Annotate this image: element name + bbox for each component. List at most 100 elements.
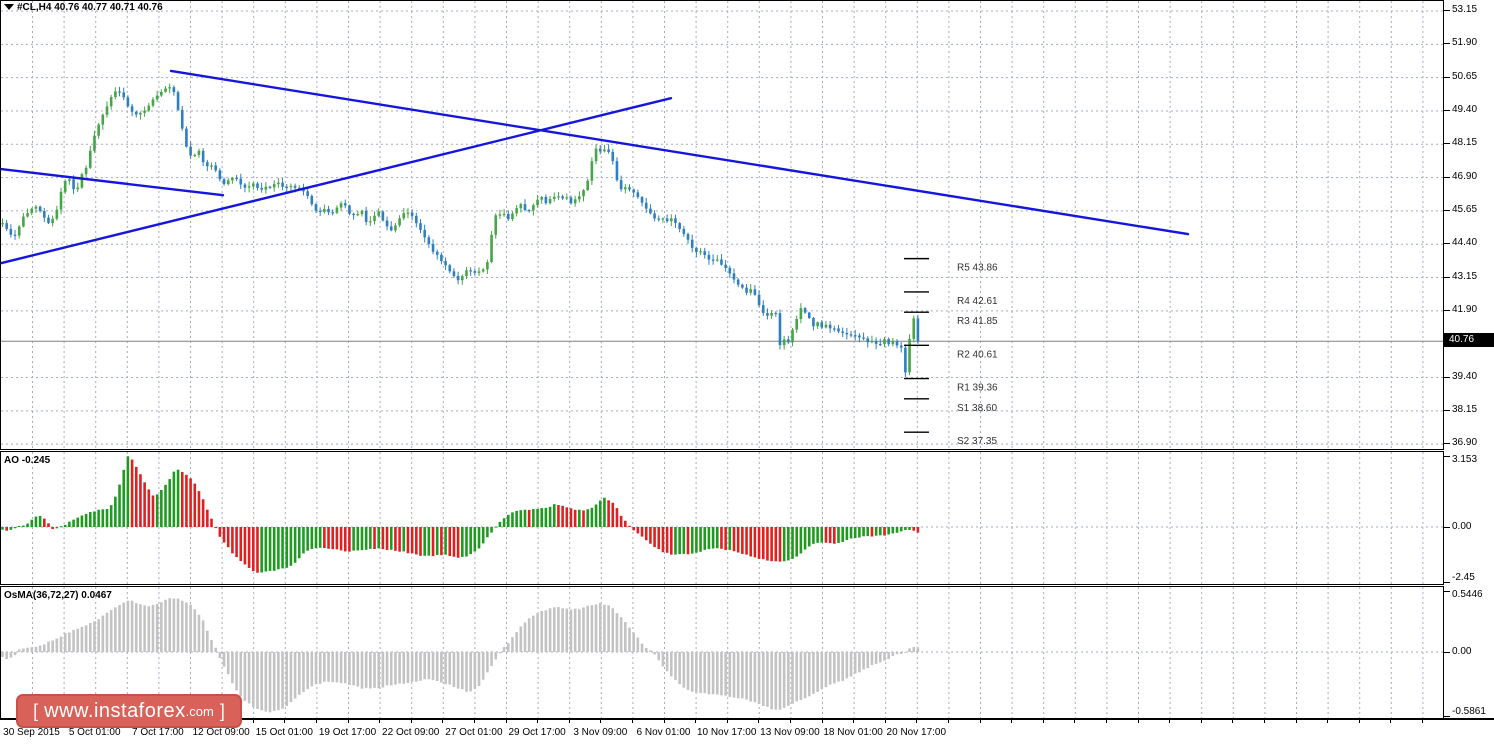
time-tick (979, 719, 981, 723)
price-tick (1444, 176, 1450, 178)
watermark-close-bracket: ] (219, 700, 225, 721)
time-tick (789, 719, 791, 723)
ao-indicator-panel (0, 451, 1444, 585)
trend-lines[interactable] (1, 69, 1190, 265)
time-tick (1200, 719, 1202, 723)
time-tick-label: 27 Oct 01:00 (445, 727, 503, 738)
price-tick (1444, 209, 1450, 211)
time-tick (1390, 719, 1392, 723)
watermark-tld: .com (185, 703, 214, 719)
time-tick (884, 719, 886, 723)
ao-axis-label: 3.153 (1452, 454, 1478, 465)
time-tick (1263, 719, 1265, 723)
time-tick (379, 719, 381, 723)
sr-label: R5 43.86 (957, 263, 998, 274)
time-tick (663, 719, 665, 723)
osma-title: OsMA(36,72,27) 0.0467 (4, 590, 112, 601)
time-tick (284, 719, 286, 723)
price-tick-label: 38.15 (1452, 403, 1478, 415)
vertical-gridlines (32, 1, 1424, 449)
price-tick (1444, 409, 1450, 411)
price-tick-label: 50.65 (1452, 70, 1478, 82)
osma-axis-tick (1444, 716, 1450, 717)
ao-axis-label: 0.00 (1452, 521, 1472, 532)
price-tick-label: 45.65 (1452, 203, 1478, 215)
price-tick-label: 41.90 (1452, 303, 1478, 315)
trend-line-descending-resistance (169, 69, 1190, 236)
price-tick (1444, 10, 1450, 11)
symbol-name: #CL,H4 (17, 2, 52, 13)
time-tick (726, 719, 728, 723)
price-chart-canvas[interactable]: R5 43.86 R4 42.61 R3 41.85 R2 40.61 R1 39.36… (1, 1, 1443, 449)
time-tick (1169, 719, 1171, 723)
time-tick (1011, 719, 1013, 723)
sr-label: R1 39.36 (957, 383, 998, 394)
osma-chart-canvas[interactable] (1, 587, 1443, 718)
time-tick (947, 719, 949, 723)
watermark-open-bracket: [ (33, 700, 39, 721)
ao-chart-canvas[interactable] (1, 452, 1443, 584)
price-tick (1444, 376, 1450, 378)
time-tick (252, 719, 254, 723)
time-tick (442, 719, 444, 723)
time-tick (1327, 719, 1329, 723)
ao-title: AO -0.245 (4, 455, 51, 466)
osma-axis-tick (1444, 591, 1450, 592)
trend-line-ascending-support (1, 96, 673, 265)
time-tick (821, 719, 823, 723)
time-tick (916, 719, 918, 723)
price-tick-label: 53.15 (1452, 4, 1478, 15)
price-tick (1444, 276, 1450, 278)
price-tick (1444, 243, 1450, 245)
time-tick (315, 719, 317, 723)
watermark-text: www.instaforex (44, 699, 186, 722)
sr-label: S1 38.60 (957, 403, 997, 414)
price-tick (1444, 443, 1450, 445)
time-tick (1295, 719, 1297, 723)
time-tick (568, 719, 570, 723)
price-tick-label: 49.40 (1452, 103, 1478, 115)
time-tick (1232, 719, 1234, 723)
current-price-badge: 40.76 (1444, 333, 1494, 348)
candles (1, 83, 920, 378)
price-tick (1444, 143, 1450, 145)
osma-histogram (1, 598, 920, 713)
time-tick-label: 30 Sep 2015 (3, 727, 60, 738)
time-tick-label: 10 Nov 17:00 (696, 727, 757, 738)
ao-axis-tick (1444, 582, 1450, 583)
price-tick-label: 36.90 (1452, 437, 1478, 449)
time-tick (473, 719, 475, 723)
time-tick (631, 719, 633, 723)
support-resistance-levels: R5 43.86 R4 42.61 R3 41.85 R2 40.61 R1 39.36… (904, 257, 998, 447)
time-tick (1421, 719, 1423, 723)
time-tick (853, 719, 855, 723)
price-tick-label: 43.15 (1452, 270, 1478, 282)
horizontal-gridlines (1, 10, 1443, 445)
time-tick (410, 719, 412, 723)
symbol-dropdown-icon[interactable] (4, 4, 14, 10)
time-tick (1042, 719, 1044, 723)
time-tick-label: 20 Nov 17:00 (886, 727, 947, 738)
price-tick (1444, 109, 1450, 111)
price-panel: R5 43.86 R4 42.61 R3 41.85 R2 40.61 R1 39.36… (0, 0, 1444, 450)
price-tick (1444, 43, 1450, 45)
price-tick-label: 51.90 (1452, 37, 1478, 49)
time-tick (600, 719, 602, 723)
sr-label: S2 37.35 (957, 436, 997, 447)
osma-axis-label: -0.5861 (1452, 706, 1486, 717)
time-tick-label: 15 Oct 01:00 (255, 727, 313, 738)
time-tick-label: 29 Oct 17:00 (508, 727, 566, 738)
sr-label: R3 41.85 (957, 316, 998, 327)
time-tick (347, 719, 349, 723)
time-tick-label: 3 Nov 09:00 (573, 727, 628, 738)
time-tick-label: 6 Nov 01:00 (636, 727, 691, 738)
time-tick-label: 13 Nov 09:00 (760, 727, 820, 738)
trend-line-short-descending (1, 167, 225, 197)
ao-axis-tick (1444, 527, 1450, 528)
ao-histogram (1, 456, 920, 573)
price-tick (1444, 309, 1450, 311)
osma-axis-label: 0.00 (1452, 646, 1472, 657)
instaforex-watermark: [www.instaforex .com] (16, 694, 242, 728)
price-tick (1444, 76, 1450, 78)
